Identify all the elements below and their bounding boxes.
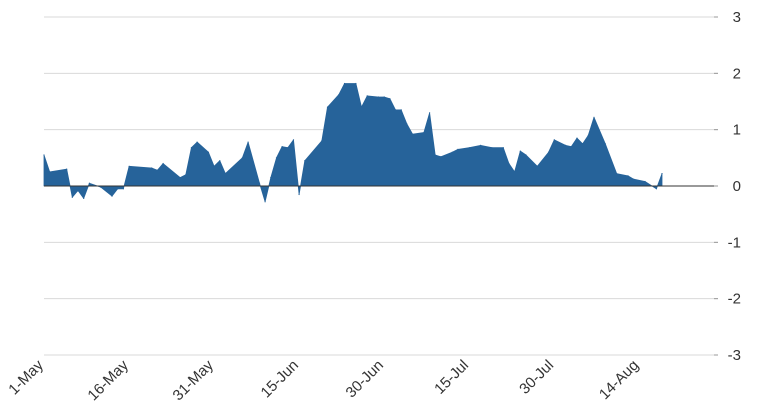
area-series-fill [43, 83, 663, 203]
data-point [360, 106, 363, 108]
x-tick-label: 30-Jul [516, 357, 557, 398]
data-point [644, 180, 646, 183]
data-point [270, 177, 272, 179]
data-point [423, 131, 425, 134]
y-tick-label: 0 [733, 178, 741, 195]
data-point [207, 151, 209, 153]
y-tick-label: 1 [733, 122, 741, 139]
data-point [224, 173, 226, 175]
data-point [162, 162, 164, 165]
data-point [570, 146, 572, 148]
x-tick-label: 14-Aug [596, 357, 642, 403]
data-point [565, 144, 567, 146]
data-point [582, 143, 584, 145]
data-point [389, 98, 391, 100]
y-axis-ticks: 3 2 1 0 -1 -2 -3 [728, 9, 741, 364]
data-point [100, 186, 102, 188]
data-point [258, 182, 261, 184]
data-point [281, 146, 283, 148]
data-point [377, 96, 380, 98]
data-point [66, 168, 68, 170]
data-point [128, 165, 130, 167]
data-point [304, 160, 306, 162]
y-tick-label: -2 [728, 291, 741, 308]
data-point [247, 141, 249, 143]
data-point [480, 144, 482, 146]
data-point [185, 174, 187, 176]
x-tick-label: 16-May [84, 356, 132, 404]
data-point [508, 162, 510, 165]
data-point [241, 157, 243, 159]
y-tick-label: 3 [733, 9, 741, 26]
data-point [525, 154, 527, 156]
data-point [406, 123, 408, 125]
x-tick-label: 15-Jul [431, 357, 472, 398]
data-point [71, 196, 73, 198]
data-point [326, 106, 329, 108]
data-point [491, 147, 493, 149]
x-tick-label: 30-Jun [343, 357, 387, 401]
x-tick-label: 31-May [170, 356, 218, 404]
data-point [604, 143, 606, 145]
data-point [394, 109, 397, 111]
data-point [366, 95, 368, 97]
data-point [151, 167, 153, 169]
data-point [298, 193, 300, 196]
data-point [117, 188, 119, 190]
data-point [412, 133, 414, 135]
data-point [383, 96, 385, 98]
data-point [434, 154, 436, 156]
data-point [587, 134, 589, 136]
data-point [43, 154, 45, 156]
data-point [292, 139, 295, 141]
data-point [264, 201, 266, 203]
data-point [616, 173, 618, 175]
data-point [49, 171, 51, 173]
area-series [43, 82, 663, 203]
data-point [156, 169, 158, 171]
data-point [190, 147, 192, 149]
y-tick-label: 2 [733, 65, 741, 82]
data-point [502, 147, 504, 149]
x-axis-ticks: 1-May 16-May 31-May 15-Jun 30-Jun 15-Jul 30-Ju… [5, 356, 642, 404]
data-point [179, 177, 181, 179]
data-point [83, 197, 85, 199]
data-point [457, 148, 459, 150]
y-tick-label: -1 [728, 234, 741, 251]
data-point [111, 195, 113, 197]
data-point [343, 82, 346, 85]
data-point [213, 165, 215, 167]
data-point [88, 182, 90, 184]
data-point [661, 173, 663, 175]
data-point [553, 139, 555, 141]
data-point [400, 109, 402, 111]
data-point [338, 94, 340, 96]
data-point [627, 175, 629, 177]
data-point [593, 116, 595, 118]
data-point [287, 147, 289, 149]
data-point [633, 178, 635, 180]
data-point [122, 188, 124, 190]
data-point [536, 165, 538, 167]
data-point [655, 188, 658, 190]
data-point [451, 151, 453, 153]
data-point [519, 150, 521, 152]
data-point [429, 112, 431, 114]
y-tick-label: -3 [728, 347, 741, 364]
data-point [77, 189, 79, 192]
data-point [275, 157, 278, 159]
data-point [576, 137, 578, 139]
data-point [440, 156, 442, 158]
x-tick-label: 1-May [5, 356, 47, 398]
data-point [196, 141, 198, 143]
x-tick-label: 15-Jun [258, 357, 302, 401]
data-point [219, 160, 221, 162]
data-point [321, 140, 323, 142]
zero-line [44, 16, 718, 356]
data-point [468, 147, 470, 149]
data-point [548, 151, 550, 153]
data-point [514, 171, 516, 173]
data-point [355, 82, 357, 85]
